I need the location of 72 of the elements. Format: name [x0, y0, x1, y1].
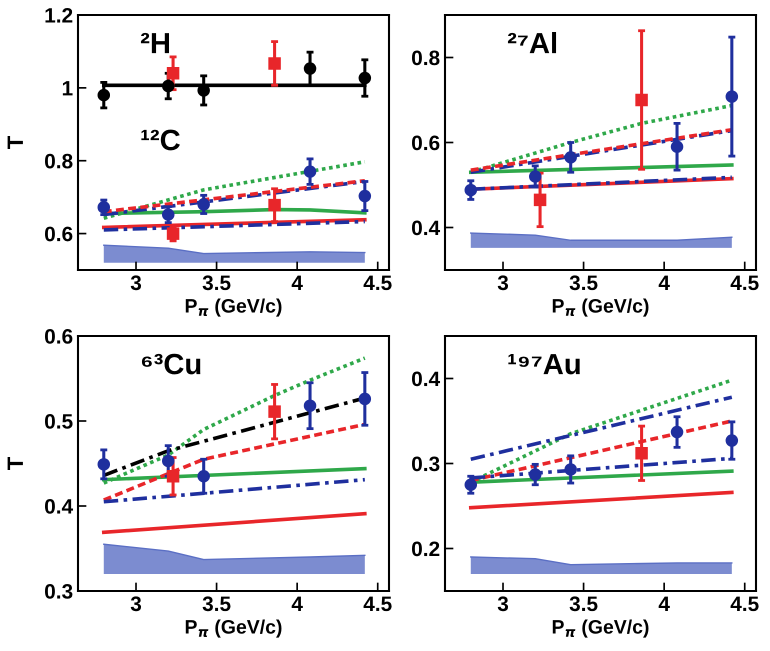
y-tick-label: 0.4: [412, 220, 440, 236]
y-tick-label: 0.4: [45, 499, 74, 514]
x-tick-label: 4.5: [364, 276, 392, 290]
point: [464, 478, 478, 491]
x-tick-label: 3.5: [202, 596, 230, 612]
y-axis-title: T: [8, 456, 23, 470]
y-tick-label: 0.5: [45, 414, 73, 429]
annotation: ¹²C: [141, 130, 180, 150]
x-tick-label: 3.5: [570, 275, 598, 290]
x-tick-label: 3: [130, 596, 142, 612]
point: [670, 426, 684, 438]
y-tick-label: 0.8: [45, 154, 72, 168]
point: [358, 72, 372, 84]
point: [528, 468, 542, 481]
point: [162, 454, 174, 468]
point: [464, 184, 478, 196]
x-tick-label: 4.5: [364, 596, 392, 612]
point: [304, 62, 316, 75]
annotation: ²⁷Al: [508, 32, 556, 54]
y-tick-label: 0.3: [412, 456, 440, 472]
y-tick-label: 0.6: [45, 226, 72, 242]
x-tick-label: 3.5: [570, 596, 598, 612]
x-tick-label: 3.5: [202, 275, 230, 290]
y-tick-label: 0.6: [45, 329, 72, 344]
point: [635, 447, 648, 460]
x-tick-label: 4: [658, 276, 670, 290]
y-tick-label: 0.2: [412, 542, 440, 556]
x-tick-label: 4.5: [730, 276, 759, 290]
x-axis-title: P$_{π}$ (GeV/c): [186, 619, 282, 638]
point: [162, 208, 174, 221]
point: [98, 201, 110, 214]
x-tick-label: 3: [130, 275, 142, 290]
y-tick-label: 1.2: [45, 8, 72, 23]
point: [98, 88, 110, 102]
x-tick-label: 4: [292, 276, 303, 290]
point: [197, 198, 210, 211]
point: [726, 434, 738, 447]
point: [166, 227, 180, 240]
point: [528, 170, 542, 183]
point: [726, 90, 738, 103]
x-tick-label: 4: [658, 596, 670, 611]
point: [358, 190, 372, 202]
annotation: ⁶³Cu: [142, 354, 200, 374]
point: [98, 458, 110, 471]
point: [268, 198, 281, 212]
x-tick-label: 3: [498, 275, 508, 290]
annotation: ²H: [140, 32, 170, 54]
x-tick-label: 3: [498, 596, 508, 612]
point: [304, 165, 316, 178]
x-tick-label: 4.5: [730, 596, 759, 612]
x-axis-title: P$_{π}$ (GeV/c): [186, 298, 282, 317]
y-tick-label: 0.4: [412, 372, 440, 386]
y-tick-label: 0.3: [45, 584, 72, 599]
y-tick-label: 0.8: [412, 50, 440, 66]
y-tick-label: 0.6: [412, 136, 440, 150]
x-tick-label: 4: [292, 596, 303, 611]
point: [358, 392, 372, 406]
annotation: ¹⁹⁷Au: [508, 354, 580, 374]
point: [670, 140, 684, 153]
point: [534, 194, 546, 206]
x-axis-title: P$_{π}$ (GeV/c): [552, 298, 648, 317]
point: [162, 80, 174, 92]
point: [304, 399, 316, 412]
point: [197, 470, 210, 482]
y-tick-label: 1: [62, 81, 73, 96]
point: [564, 463, 577, 476]
point: [268, 57, 281, 70]
point: [564, 151, 577, 164]
point: [635, 94, 648, 106]
x-axis-title: P$_{π}$ (GeV/c): [552, 619, 648, 638]
y-axis-title: T: [8, 136, 23, 150]
point: [268, 405, 281, 418]
